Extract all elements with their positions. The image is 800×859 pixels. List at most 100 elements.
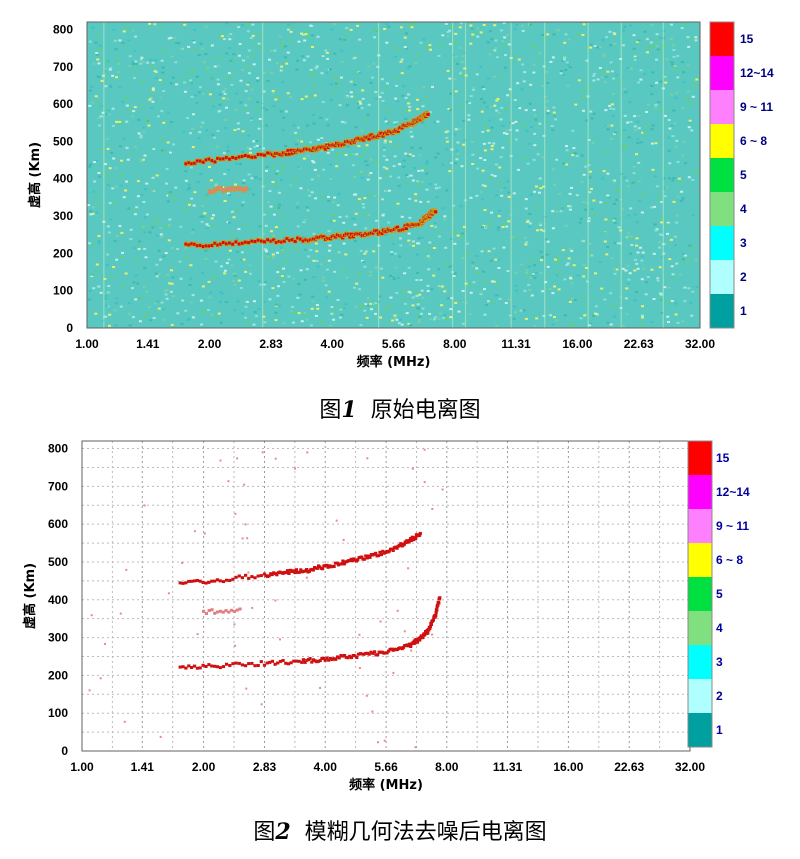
noise-pixel (492, 247, 496, 250)
noise-pixel (187, 45, 191, 48)
noise-pixel (659, 297, 663, 300)
noise-pixel (160, 110, 164, 113)
noise-pixel (220, 292, 224, 295)
noise-pixel (467, 118, 471, 121)
trace-point (247, 662, 251, 666)
noise-pixel (198, 131, 202, 134)
noise-pixel (195, 75, 199, 78)
noise-pixel (590, 117, 594, 120)
noise-pixel (117, 62, 121, 65)
noise-pixel (433, 316, 437, 319)
noise-pixel (629, 252, 633, 255)
trace-point (210, 608, 214, 612)
noise-pixel (305, 143, 309, 146)
noise-pixel (506, 34, 510, 36)
noise-pixel (88, 40, 92, 43)
noise-pixel (492, 142, 496, 145)
noise-pixel (159, 96, 163, 99)
trace-point (395, 546, 399, 550)
noise-pixel (91, 26, 95, 29)
trace-point (192, 664, 197, 668)
noise-pixel (636, 138, 640, 141)
noise-pixel (552, 111, 556, 114)
trace-point (250, 661, 254, 665)
trace-point (379, 553, 383, 557)
noise-pixel (623, 176, 627, 179)
noise-pixel (594, 312, 597, 315)
noise-pixel (192, 204, 196, 207)
residual-dot (251, 606, 254, 609)
noise-pixel (425, 46, 429, 49)
noise-pixel (275, 172, 278, 175)
noise-pixel (382, 166, 386, 169)
noise-pixel (112, 266, 115, 268)
noise-pixel (524, 243, 528, 246)
noise-pixel (682, 252, 686, 255)
noise-pixel (558, 193, 562, 196)
noise-pixel (405, 174, 408, 176)
noise-pixel (395, 318, 399, 321)
noise-pixel (242, 258, 246, 261)
legend-swatch (688, 645, 712, 679)
noise-pixel (483, 313, 487, 316)
trace-point (288, 238, 292, 242)
noise-pixel (269, 49, 273, 52)
noise-pixel (448, 170, 452, 173)
noise-pixel (427, 256, 431, 259)
noise-pixel (280, 68, 284, 71)
noise-pixel (426, 290, 430, 293)
trace-point (224, 188, 229, 191)
noise-pixel (561, 55, 565, 57)
noise-pixel (606, 70, 610, 73)
noise-pixel (471, 261, 475, 264)
trace-point (221, 580, 226, 584)
trace-point (256, 664, 260, 667)
noise-pixel (588, 176, 592, 179)
noise-pixel (227, 168, 231, 171)
noise-pixel (405, 109, 409, 112)
legend-label: 1 (716, 723, 723, 737)
noise-pixel (329, 83, 333, 86)
noise-pixel (521, 124, 525, 127)
noise-pixel (467, 114, 471, 117)
noise-pixel (673, 65, 677, 67)
noise-pixel (449, 308, 453, 311)
noise-pixel (230, 210, 234, 213)
trace-point (198, 159, 202, 163)
noise-pixel (523, 71, 527, 74)
noise-pixel (653, 223, 657, 226)
noise-pixel (270, 230, 273, 233)
noise-pixel (479, 292, 483, 294)
noise-pixel (373, 36, 377, 39)
noise-pixel (304, 243, 308, 246)
noise-pixel (582, 200, 586, 203)
noise-pixel (359, 155, 363, 158)
noise-pixel (149, 319, 153, 322)
noise-pixel (655, 185, 659, 188)
noise-pixel (396, 100, 400, 103)
noise-pixel (167, 37, 171, 40)
trace-point (259, 153, 264, 157)
noise-pixel (416, 271, 420, 274)
noise-pixel (363, 309, 367, 312)
noise-pixel (490, 173, 494, 176)
noise-pixel (465, 101, 469, 104)
noise-pixel (400, 72, 404, 75)
noise-pixel (572, 147, 576, 150)
noise-pixel (582, 23, 586, 26)
trace-point (240, 241, 244, 245)
noise-pixel (145, 290, 149, 293)
noise-pixel (481, 184, 485, 187)
trace-point (195, 244, 200, 248)
noise-pixel (682, 71, 685, 74)
noise-pixel (454, 32, 458, 35)
noise-pixel (154, 302, 157, 305)
noise-pixel (490, 126, 494, 129)
noise-pixel (613, 272, 617, 275)
noise-pixel (589, 43, 593, 46)
noise-pixel (246, 247, 250, 250)
noise-pixel (663, 195, 667, 198)
trace-point (334, 657, 338, 661)
noise-pixel (188, 284, 192, 286)
noise-pixel (268, 298, 272, 301)
